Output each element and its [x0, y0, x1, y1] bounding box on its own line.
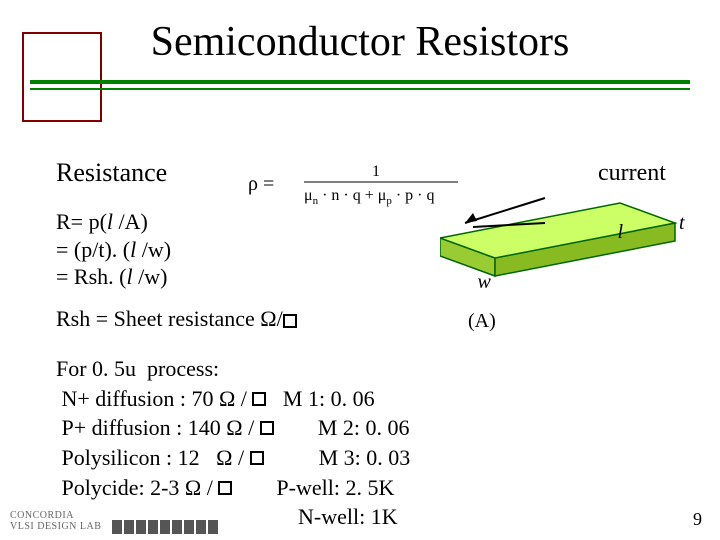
square-icon [218, 481, 232, 495]
chip-icon [196, 520, 206, 534]
chip-icon [160, 520, 170, 534]
chip-icon [112, 520, 122, 534]
chip-icon [124, 520, 134, 534]
resistance-heading: Resistance [56, 158, 167, 188]
r-equations: R= p(l /A) = (p/t). (l /w) = Rsh. (l /w) [56, 208, 171, 291]
square-icon [283, 314, 297, 328]
rho-lhs: ρ = [248, 173, 274, 195]
process-heading: For 0. 5u process: [56, 354, 410, 384]
rule-thick [30, 80, 690, 84]
current-label: current [598, 160, 666, 187]
chip-icon [208, 520, 218, 534]
process-row-poly: Polysilicon : 12 Ω / M 3: 0. 03 [56, 443, 410, 473]
chip-icon [136, 520, 146, 534]
r-eq-line1: R= p(l /A) [56, 208, 171, 236]
area-label: (A) [468, 310, 496, 333]
square-icon [252, 392, 266, 406]
diagram-label-l: l [618, 221, 624, 243]
process-row-nwell: N-well: 1K [56, 502, 410, 532]
logo-line2: VLSI DESIGN LAB [10, 522, 101, 533]
logo-line1: CONCORDIA [10, 511, 101, 522]
process-row-ndiff: N+ diffusion : 70 Ω / M 1: 0. 06 [56, 384, 410, 414]
page-number: 9 [693, 509, 702, 530]
rsh-definition: Rsh = Sheet resistance Ω/ [56, 306, 297, 332]
chip-icon [172, 520, 182, 534]
chip-icon [148, 520, 158, 534]
square-icon [260, 421, 274, 435]
process-row-pdiff: P+ diffusion : 140 Ω / M 2: 0. 06 [56, 413, 410, 443]
square-icon [250, 451, 264, 465]
chip-icon [184, 520, 194, 534]
logo-text: CONCORDIA VLSI DESIGN LAB [10, 511, 101, 532]
rule-thin [30, 88, 690, 90]
page-title: Semiconductor Resistors [0, 18, 720, 66]
diagram-label-t: t [679, 212, 685, 234]
process-row-polycide: Polycide: 2-3 Ω / P-well: 2. 5K [56, 473, 410, 503]
r-eq-line2: = (p/t). (l /w) [56, 236, 171, 264]
slide: Semiconductor Resistors Resistance ρ = 1… [0, 0, 720, 540]
process-table: For 0. 5u process: N+ diffusion : 70 Ω /… [56, 354, 410, 532]
r-eq-line3: = Rsh. (l /w) [56, 263, 171, 291]
logo-chips [112, 516, 222, 534]
rho-numerator: 1 [372, 163, 380, 180]
rho-denominator: μn · n · q + μp · p · q [304, 187, 435, 207]
diagram-label-w: w [478, 271, 492, 293]
